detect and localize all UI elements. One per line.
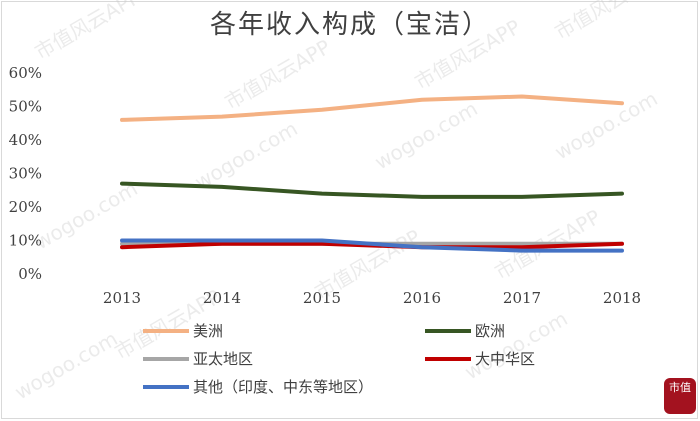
series-line xyxy=(120,94,624,122)
legend-label: 亚太地区 xyxy=(193,350,253,368)
watermark-text: 市值风云APP xyxy=(551,0,665,44)
x-tick-label: 2017 xyxy=(503,289,541,307)
legend-label: 其他（印度、中东等地区） xyxy=(193,378,373,396)
y-tick-label: 30% xyxy=(9,165,42,183)
legend-label: 大中华区 xyxy=(475,350,535,368)
x-tick-label: 2015 xyxy=(303,289,341,307)
y-tick-label: 50% xyxy=(9,98,42,116)
watermark-text: wogoo.com xyxy=(461,306,572,384)
legend-label: 欧洲 xyxy=(475,322,505,340)
y-tick-label: 10% xyxy=(9,232,42,250)
x-tick-label: 2018 xyxy=(603,289,641,307)
watermark-text: wogoo.com xyxy=(11,326,122,404)
x-tick-label: 2014 xyxy=(203,289,241,307)
logo-badge: 市值 xyxy=(664,378,696,414)
watermark-text: wogoo.com xyxy=(191,116,302,194)
y-tick-label: 0% xyxy=(18,265,42,283)
x-tick-label: 2013 xyxy=(103,289,141,307)
chart-title: 各年收入构成（宝洁） xyxy=(209,10,490,40)
watermark-text: 市值风云APP xyxy=(221,35,335,115)
series-line xyxy=(120,238,624,253)
legend-label: 美洲 xyxy=(193,322,223,340)
series-line xyxy=(120,181,624,199)
y-tick-label: 20% xyxy=(9,198,42,216)
watermark-text: wogoo.com xyxy=(371,96,482,174)
y-tick-label: 40% xyxy=(9,131,42,149)
watermark-text: 市值风云APP xyxy=(411,15,525,95)
x-tick-label: 2016 xyxy=(403,289,441,307)
y-tick-label: 60% xyxy=(9,64,42,82)
watermark-text: 市值风云APP xyxy=(31,0,145,64)
